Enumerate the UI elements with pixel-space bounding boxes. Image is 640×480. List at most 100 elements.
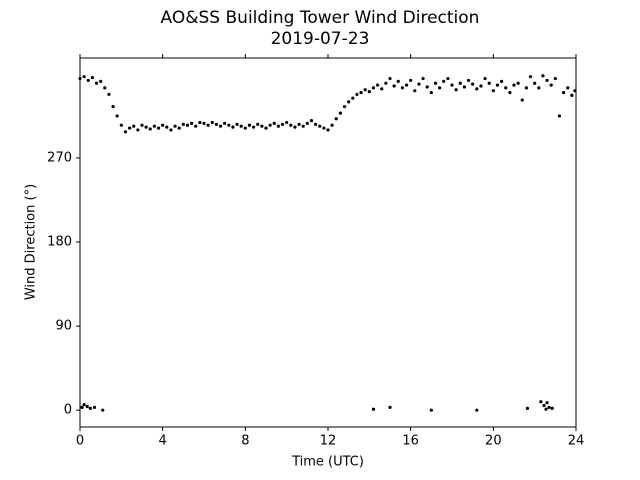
data-point <box>82 402 86 407</box>
data-point <box>92 405 97 409</box>
data-point <box>380 87 384 91</box>
data-point <box>293 125 297 129</box>
x-tick-label: 20 <box>485 434 502 449</box>
data-point <box>376 83 380 87</box>
data-point <box>198 120 202 125</box>
data-point <box>537 86 541 90</box>
data-point <box>512 83 516 87</box>
data-point <box>347 100 351 104</box>
data-point <box>541 74 545 78</box>
data-point <box>371 407 376 411</box>
y-axis-label: Wind Direction (°) <box>24 184 39 300</box>
data-point <box>88 406 92 410</box>
data-point <box>297 122 301 126</box>
data-point <box>433 81 438 85</box>
data-point <box>85 404 89 409</box>
data-point <box>101 408 105 412</box>
data-point <box>458 81 462 85</box>
y-tick-label: 180 <box>47 235 72 250</box>
data-point <box>318 124 322 128</box>
data-point <box>227 123 231 127</box>
data-point <box>115 114 119 118</box>
data-point <box>301 124 305 128</box>
data-point <box>454 88 458 92</box>
data-point <box>429 90 433 95</box>
x-tick-label: 24 <box>568 434 585 449</box>
x-tick-label: 0 <box>76 434 84 449</box>
data-point <box>210 120 214 125</box>
data-point <box>392 84 396 88</box>
data-point <box>223 121 227 125</box>
data-point <box>214 122 218 126</box>
data-point <box>450 83 454 87</box>
data-point <box>94 81 99 85</box>
data-point <box>309 118 314 123</box>
data-point <box>111 104 115 109</box>
data-point <box>384 81 388 85</box>
data-point <box>119 123 123 127</box>
data-point <box>330 123 334 127</box>
data-point <box>566 86 570 90</box>
data-point <box>177 126 181 130</box>
data-point <box>280 122 285 126</box>
data-point <box>557 114 562 118</box>
x-axis-label: Time (UTC) <box>291 455 364 470</box>
data-point <box>140 123 144 127</box>
data-point <box>520 98 524 102</box>
data-point <box>289 123 293 127</box>
plot-frame <box>79 57 577 428</box>
data-point <box>355 92 359 97</box>
data-point <box>528 75 533 79</box>
data-point <box>169 128 173 132</box>
data-point <box>466 78 471 83</box>
data-point <box>525 406 530 410</box>
data-point <box>231 125 235 129</box>
data-point <box>90 76 94 80</box>
data-point <box>185 123 190 127</box>
data-point <box>487 81 491 85</box>
data-point <box>400 86 404 90</box>
data-point <box>144 125 148 129</box>
data-point <box>359 90 363 95</box>
data-point <box>549 83 553 87</box>
data-point <box>462 85 466 89</box>
data-point <box>78 76 82 81</box>
data-point <box>82 75 86 79</box>
data-point <box>148 127 152 131</box>
data-point <box>218 124 223 128</box>
data-point <box>479 84 483 88</box>
y-tick-label: 0 <box>64 403 72 418</box>
data-point <box>545 78 549 83</box>
data-point <box>165 125 169 129</box>
data-point <box>475 408 479 412</box>
data-point <box>322 126 326 130</box>
x-tick-label: 8 <box>241 434 249 449</box>
data-point <box>475 87 479 91</box>
y-tick-label: 270 <box>47 150 72 165</box>
data-point <box>421 76 425 81</box>
data-point <box>342 104 347 109</box>
data-point <box>202 121 206 125</box>
data-point <box>351 96 355 100</box>
data-point <box>173 124 177 128</box>
data-point <box>264 126 268 130</box>
data-point <box>508 90 512 95</box>
data-point <box>550 406 554 410</box>
data-point <box>161 123 165 127</box>
data-point <box>570 93 574 97</box>
data-point <box>235 122 239 126</box>
data-point <box>136 128 140 132</box>
data-point <box>334 117 338 121</box>
data-point <box>123 130 128 134</box>
data-point <box>562 90 566 95</box>
x-tick-label: 16 <box>402 434 419 449</box>
data-point <box>553 76 557 81</box>
data-point <box>516 81 520 85</box>
data-point <box>243 126 247 130</box>
data-point <box>545 401 549 405</box>
data-point <box>80 405 84 409</box>
data-point <box>268 123 272 127</box>
data-point <box>285 120 289 125</box>
data-point <box>338 111 342 115</box>
